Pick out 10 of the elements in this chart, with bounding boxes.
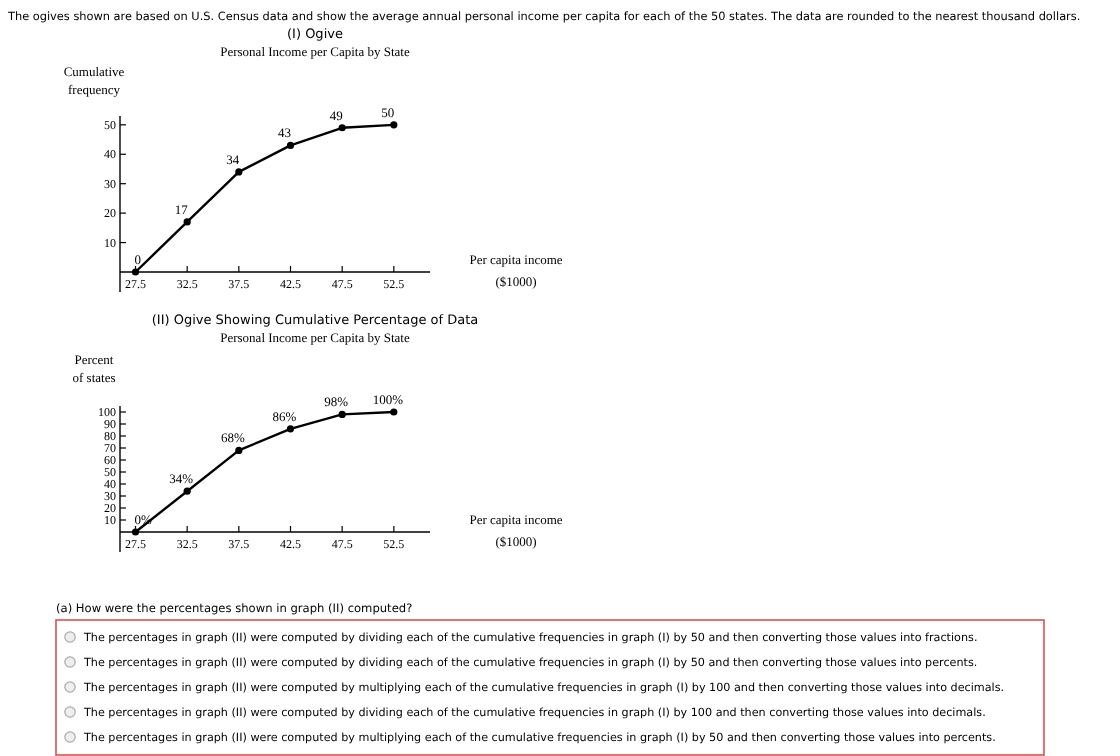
point bbox=[183, 218, 191, 226]
point bbox=[338, 410, 346, 418]
point bbox=[235, 168, 243, 176]
point bbox=[390, 408, 398, 416]
point bbox=[338, 124, 346, 132]
point bbox=[183, 487, 191, 495]
point bbox=[235, 446, 243, 454]
point bbox=[390, 121, 398, 129]
point bbox=[286, 425, 295, 433]
point bbox=[286, 141, 295, 150]
